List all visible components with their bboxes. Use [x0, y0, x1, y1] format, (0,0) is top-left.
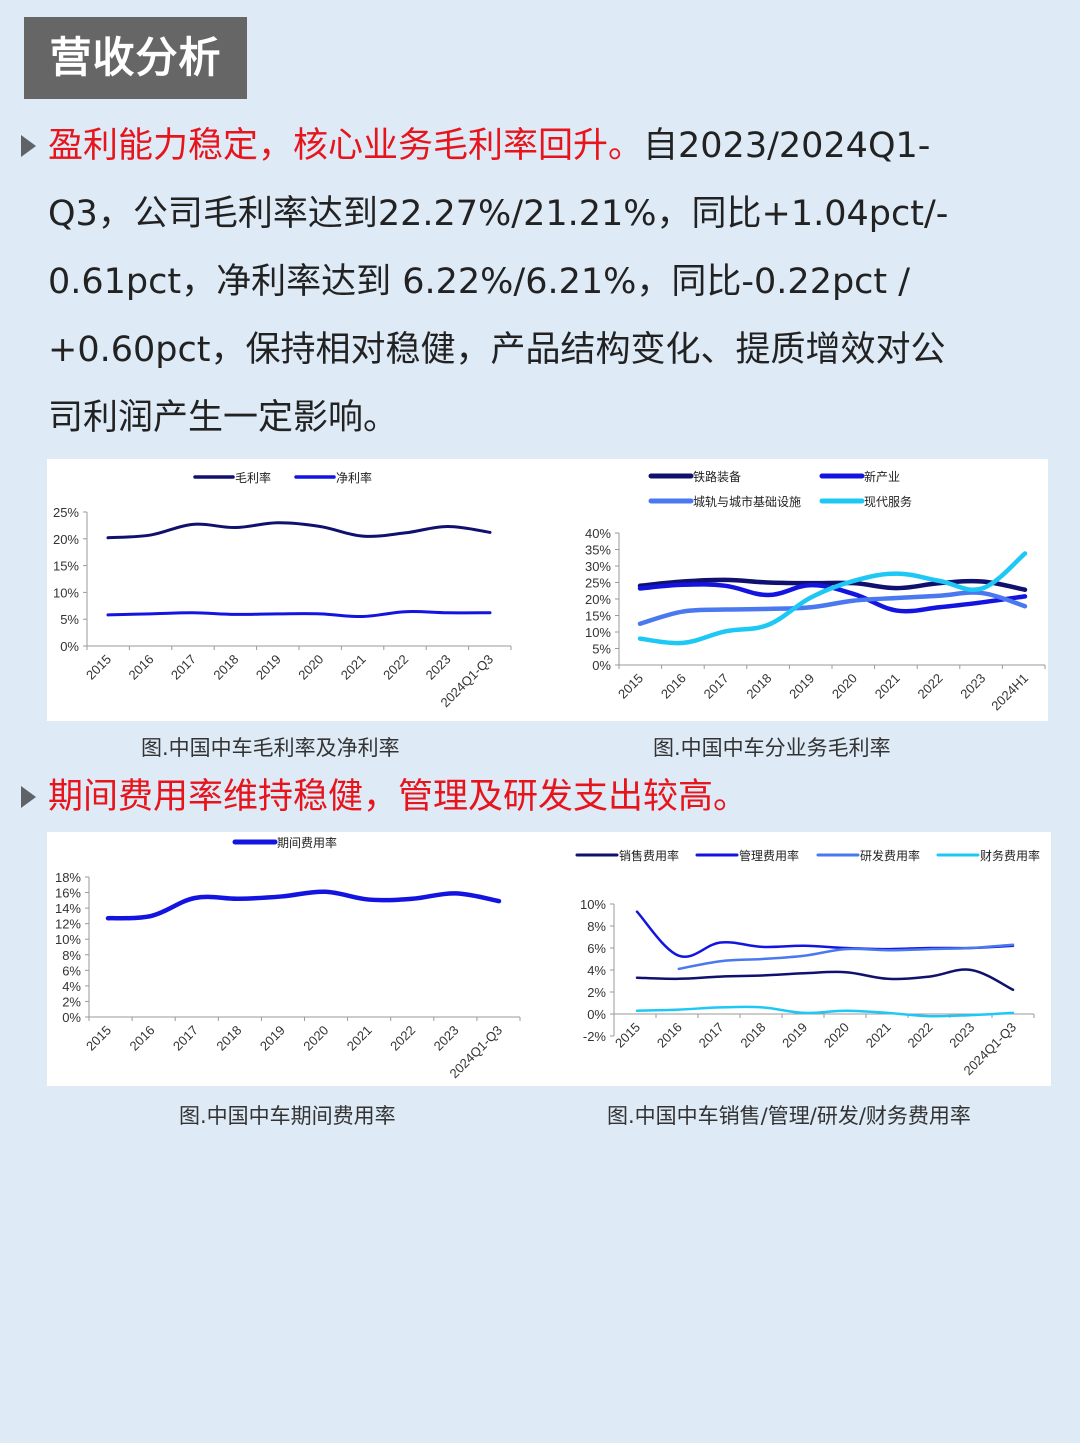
- svg-text:10%: 10%: [580, 897, 606, 912]
- svg-text:研发费用率: 研发费用率: [860, 848, 920, 863]
- svg-text:4%: 4%: [62, 979, 81, 994]
- svg-text:12%: 12%: [55, 917, 81, 932]
- svg-text:25%: 25%: [585, 576, 611, 591]
- svg-text:2022: 2022: [905, 1020, 936, 1051]
- chart2-caption: 图.中国中车分业务毛利率: [653, 736, 891, 760]
- svg-text:8%: 8%: [62, 948, 81, 963]
- svg-text:2019: 2019: [779, 1020, 810, 1051]
- svg-text:0%: 0%: [587, 1007, 606, 1022]
- svg-text:16%: 16%: [55, 886, 81, 901]
- paragraph-line: +0.60pct，保持相对稳健，产品结构变化、提质增效对公: [48, 330, 946, 370]
- svg-text:2023: 2023: [946, 1020, 977, 1051]
- svg-text:10%: 10%: [55, 932, 81, 947]
- svg-text:销售费用率: 销售费用率: [619, 848, 679, 863]
- svg-text:2%: 2%: [587, 985, 606, 1000]
- svg-text:2015: 2015: [612, 1020, 643, 1051]
- svg-text:40%: 40%: [585, 526, 611, 541]
- chart3-caption: 图.中国中车期间费用率: [179, 1104, 396, 1128]
- svg-text:净利率: 净利率: [336, 470, 372, 485]
- chart-panel-bottom: [47, 832, 1051, 1086]
- svg-text:15%: 15%: [585, 609, 611, 624]
- svg-text:6%: 6%: [587, 941, 606, 956]
- svg-text:0%: 0%: [62, 1010, 81, 1025]
- svg-text:4%: 4%: [587, 963, 606, 978]
- chart1-caption: 图.中国中车毛利率及净利率: [141, 736, 400, 760]
- svg-text:5%: 5%: [592, 642, 611, 657]
- svg-text:18%: 18%: [55, 870, 81, 885]
- bullet-triangle-icon: [21, 135, 36, 157]
- svg-text:财务费用率: 财务费用率: [980, 848, 1040, 863]
- svg-text:铁路装备: 铁路装备: [693, 469, 741, 484]
- svg-text:管理费用率: 管理费用率: [739, 848, 799, 863]
- svg-text:14%: 14%: [55, 901, 81, 916]
- svg-text:新产业: 新产业: [864, 469, 900, 484]
- section-title-tag: 营收分析: [24, 17, 247, 99]
- paragraph-line: 司利润产生一定影响。: [48, 398, 399, 438]
- svg-text:5%: 5%: [60, 612, 79, 627]
- svg-text:30%: 30%: [585, 559, 611, 574]
- svg-text:20%: 20%: [585, 592, 611, 607]
- svg-text:25%: 25%: [53, 505, 79, 520]
- svg-text:2016: 2016: [654, 1020, 685, 1051]
- paragraph-line: 自2023/2024Q1-: [643, 126, 931, 166]
- svg-text:10%: 10%: [53, 585, 79, 600]
- svg-text:20%: 20%: [53, 532, 79, 547]
- paragraph-line: 0.61pct，净利率达到 6.22%/6.21%，同比-0.22pct /: [48, 262, 911, 302]
- chart-panel-top: [47, 459, 1048, 721]
- profitability-highlight: 盈利能力稳定，核心业务毛利率回升。: [48, 126, 644, 166]
- svg-text:2021: 2021: [863, 1020, 894, 1051]
- bullet-triangle-icon: [21, 786, 36, 808]
- svg-text:-2%: -2%: [583, 1029, 607, 1044]
- svg-text:毛利率: 毛利率: [235, 470, 271, 485]
- paragraph-line: Q3，公司毛利率达到22.27%/21.21%，同比+1.04pct/-: [48, 194, 949, 234]
- svg-text:2020: 2020: [821, 1020, 852, 1051]
- svg-text:8%: 8%: [587, 919, 606, 934]
- svg-text:2%: 2%: [62, 994, 81, 1009]
- svg-text:城轨与城市基础设施: 城轨与城市基础设施: [693, 494, 801, 509]
- svg-text:0%: 0%: [592, 658, 611, 673]
- chart4-caption: 图.中国中车销售/管理/研发/财务费用率: [607, 1104, 971, 1128]
- svg-text:10%: 10%: [585, 625, 611, 640]
- svg-text:期间费用率: 期间费用率: [277, 835, 337, 850]
- svg-text:2018: 2018: [737, 1020, 768, 1051]
- svg-text:0%: 0%: [60, 639, 79, 654]
- svg-text:15%: 15%: [53, 559, 79, 574]
- svg-text:2017: 2017: [696, 1020, 727, 1051]
- svg-text:现代服务: 现代服务: [864, 494, 912, 509]
- profitability-paragraph: 盈利能力稳定，核心业务毛利率回升。自2023/2024Q1- Q3，公司毛利率达…: [48, 112, 1048, 452]
- svg-text:6%: 6%: [62, 963, 81, 978]
- svg-text:35%: 35%: [585, 543, 611, 558]
- expense-heading: 期间费用率维持稳健，管理及研发支出较高。: [48, 777, 749, 817]
